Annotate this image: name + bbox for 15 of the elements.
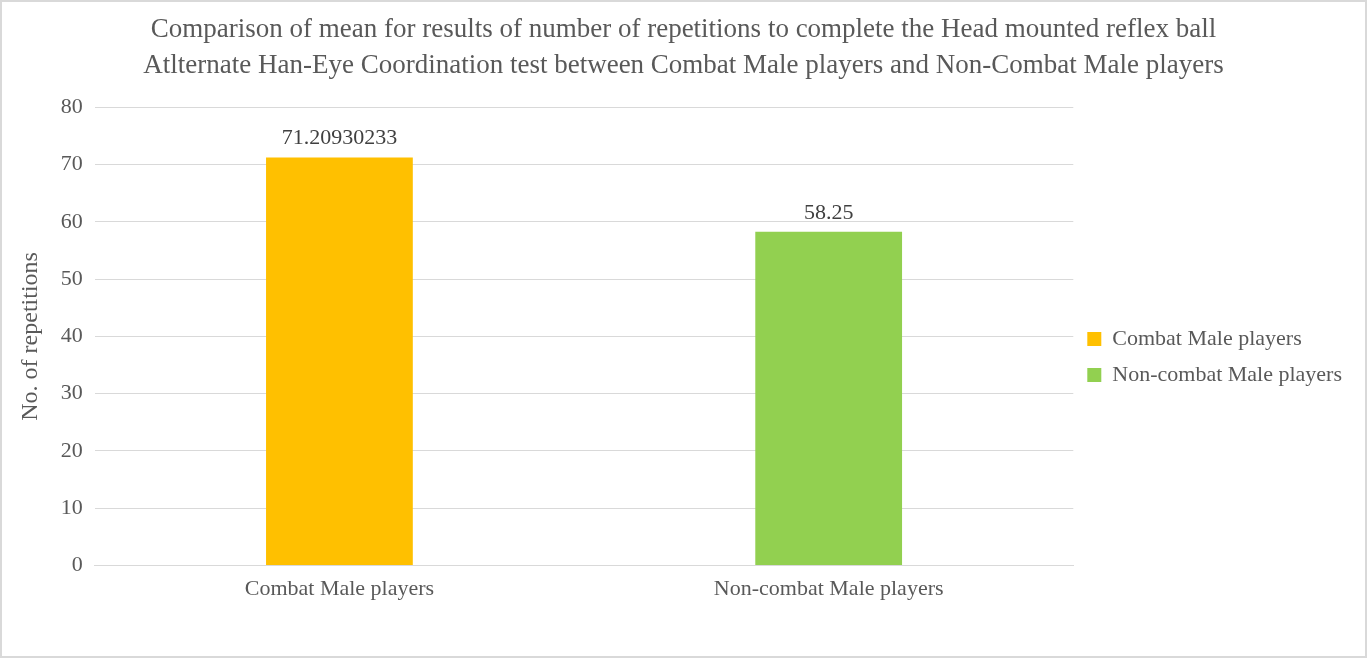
y-tick-label: 20 [60, 436, 83, 462]
chart-title: Comparison of mean for results of number of repetitions to complete the Head mounted reflex ball Atlternate Han-Eye Coordination test between Combat Male players and Non-Combat Male players [142, 12, 1225, 81]
y-tick-label: 70 [60, 150, 83, 176]
y-tick-label: 40 [60, 322, 83, 348]
legend-label: Combat Male players [1112, 324, 1302, 350]
data-label: 58.25 [803, 198, 854, 224]
y-axis-title: No. of repetitions [15, 252, 42, 421]
y-tick-label: 30 [60, 379, 83, 405]
y-tick-label: 60 [60, 207, 83, 233]
legend-label: Non-combat Male players [1112, 360, 1342, 386]
y-tick-label: 50 [60, 264, 83, 290]
data-label: 71.20930233 [281, 124, 398, 150]
y-tick-label: 0 [71, 551, 83, 577]
y-tick-label: 80 [60, 92, 83, 118]
y-tick-label: 10 [60, 494, 83, 520]
